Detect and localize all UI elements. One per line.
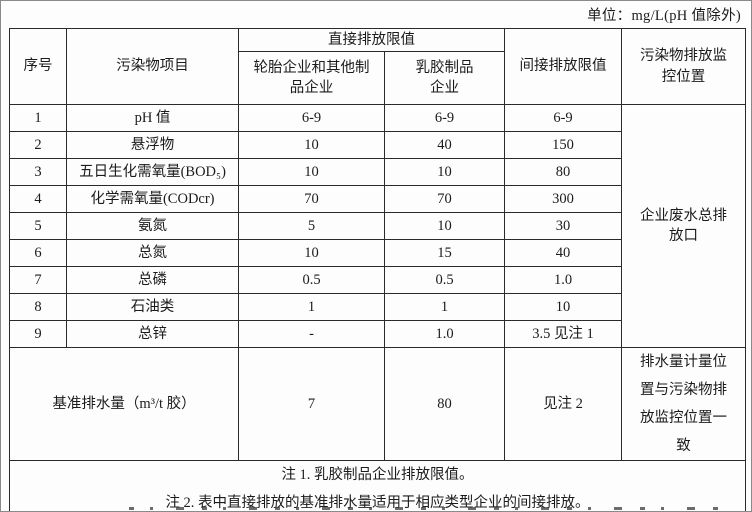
cell-seq: 4 [9,185,67,213]
notes-row: 注 1. 乳胶制品企业排放限值。 注 2. 表中直接排放的基准排水量适用于相应类… [9,460,746,511]
cell-pollutant: 氨氮 [66,212,239,240]
table-row: 6 总氮 10 15 40 [9,239,746,267]
cell-value: 80 [384,347,505,461]
cutoff-text-fragment [129,507,733,510]
table-row: 4 化学需氧量(CODcr) 70 70 300 [9,185,746,213]
table-row: 1 pH 值 6-9 6-9 6-9 企业废水总排 放口 [9,104,746,348]
cell-pollutant: 总锌 [66,320,239,348]
cell-pollutant: 石油类 [66,293,239,321]
cell-seq: 1 [9,104,67,132]
cell-pollutant: pH 值 [66,104,239,132]
cell-value: 30 [504,212,622,240]
table-row: 7 总磷 0.5 0.5 1.0 [9,266,746,294]
cell-value: 1 [384,293,505,321]
cell-seq: 5 [9,212,67,240]
cell-value: 0.5 [238,266,385,294]
cell-pollutant: 悬浮物 [66,131,239,159]
cell-value: 见注 2 [504,347,622,461]
cell-value: 10 [504,293,622,321]
cell-value: 3.5 见注 1 [504,320,622,348]
col-header-indirect-limit: 间接排放限值 [504,28,622,105]
cell-value: 5 [238,212,385,240]
table-row: 5 氨氮 5 10 30 [9,212,746,240]
col-header-direct-limit: 直接排放限值 [238,28,505,52]
cell-value: 10 [238,131,385,159]
cell-value: 1 [238,293,385,321]
cell-value: 150 [504,131,622,159]
note-1: 注 1. 乳胶制品企业排放限值。 [281,467,474,483]
cell-pollutant: 总磷 [66,266,239,294]
cell-value: 0.5 [384,266,505,294]
cell-value: 10 [384,158,505,186]
cell-baseline-label: 基准排水量（m³/t 胶） [9,347,239,461]
cell-pollutant: 化学需氧量(CODcr) [66,185,239,213]
cell-seq: 3 [9,158,67,186]
cell-seq: 8 [9,293,67,321]
col-header-tire-enterprises: 轮胎企业和其他制 品企业 [238,51,385,105]
col-header-serial: 序号 [9,28,67,105]
cell-value: 6-9 [384,104,505,132]
col-header-pollutant: 污染物项目 [66,28,239,105]
cell-value: 70 [384,185,505,213]
cell-monitor-location: 排水量计量位 置与污染物排 放监控位置一 致 [621,347,746,461]
table-row: 3 五日生化需氧量(BOD₅) 10 10 80 [9,158,746,186]
cell-value: 6-9 [504,104,622,132]
cell-value: 1.0 [384,320,505,348]
cell-value: 10 [238,158,385,186]
cell-value: 80 [504,158,622,186]
cell-seq: 7 [9,266,67,294]
cell-value: 10 [384,212,505,240]
unit-label: 单位：mg/L(pH 值除外) [587,8,741,24]
cell-value: 6-9 [238,104,385,132]
cell-pollutant: 五日生化需氧量(BOD₅) [66,158,239,186]
baseline-water-row: 基准排水量（m³/t 胶） 7 80 见注 2 排水量计量位 置与污染物排 放监… [9,347,746,461]
cell-value: 40 [384,131,505,159]
cell-value: 10 [238,239,385,267]
cell-value: - [238,320,385,348]
notes-cell: 注 1. 乳胶制品企业排放限值。 注 2. 表中直接排放的基准排水量适用于相应类… [9,460,746,511]
cell-value: 300 [504,185,622,213]
cell-value: 15 [384,239,505,267]
cell-seq: 9 [9,320,67,348]
cell-seq: 6 [9,239,67,267]
discharge-limits-table: 序号 污染物项目 直接排放限值 间接排放限值 污染物排放监 控位置 轮胎企业和其… [9,28,746,511]
cell-value: 7 [238,347,385,461]
cell-monitor-location: 企业废水总排 放口 [621,104,746,348]
cell-value: 70 [238,185,385,213]
cell-pollutant: 总氮 [66,239,239,267]
col-header-latex-enterprises: 乳胶制品 企业 [384,51,505,105]
col-header-monitor-location: 污染物排放监 控位置 [621,28,746,105]
cell-seq: 2 [9,131,67,159]
cell-value: 1.0 [504,266,622,294]
cell-value: 40 [504,239,622,267]
